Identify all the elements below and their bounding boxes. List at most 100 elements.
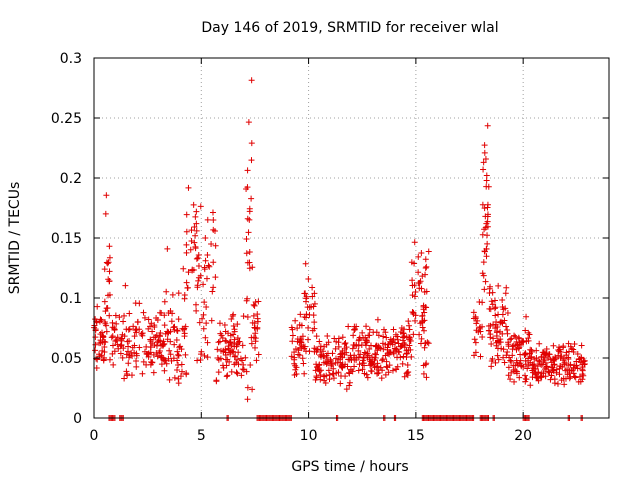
data-point	[311, 290, 318, 297]
data-point	[494, 352, 501, 359]
data-point	[508, 358, 515, 365]
data-point	[339, 364, 346, 371]
data-point	[566, 375, 573, 382]
data-point	[208, 317, 215, 324]
data-point	[311, 319, 318, 326]
data-point	[491, 297, 498, 304]
data-point	[551, 380, 558, 387]
data-point	[183, 228, 190, 235]
data-point	[195, 251, 202, 258]
data-point	[480, 166, 487, 173]
data-point	[161, 298, 168, 305]
data-point	[204, 354, 211, 361]
data-point	[123, 351, 130, 358]
data-point	[406, 326, 413, 333]
data-point	[410, 309, 417, 316]
data-point	[484, 240, 491, 247]
data-point	[181, 292, 188, 299]
data-point	[244, 167, 251, 174]
data-point	[190, 266, 197, 273]
data-point	[380, 326, 387, 333]
data-point	[317, 352, 324, 359]
data-point	[486, 327, 493, 334]
data-point	[231, 336, 238, 343]
grid-lines	[94, 58, 609, 418]
data-point	[483, 220, 490, 227]
data-point	[291, 349, 298, 356]
data-point	[192, 245, 199, 252]
data-point	[216, 320, 223, 327]
data-point	[538, 360, 545, 367]
data-point	[156, 349, 163, 356]
data-point	[563, 352, 570, 359]
data-point	[252, 344, 259, 351]
data-point	[482, 156, 489, 163]
data-point	[106, 312, 113, 319]
data-point	[523, 313, 530, 320]
data-point	[245, 229, 252, 236]
data-point	[531, 361, 538, 368]
data-point	[355, 342, 362, 349]
x-axis-label: GPS time / hours	[291, 459, 408, 475]
data-point	[244, 313, 251, 320]
data-point	[511, 378, 518, 385]
data-point	[150, 369, 157, 376]
data-point	[502, 290, 509, 297]
data-point	[394, 354, 401, 361]
data-point	[152, 334, 159, 341]
data-point	[522, 351, 529, 358]
data-point	[341, 351, 348, 358]
data-point	[482, 278, 489, 285]
data-point	[471, 352, 478, 359]
data-point	[421, 309, 428, 316]
data-point	[484, 232, 491, 239]
data-point	[396, 349, 403, 356]
data-point	[497, 318, 504, 325]
x-tick-label: 15	[407, 428, 425, 444]
data-point	[367, 362, 374, 369]
data-point	[140, 309, 147, 316]
data-point	[161, 322, 168, 329]
data-point	[561, 361, 568, 368]
data-point	[138, 331, 145, 338]
data-point	[153, 314, 160, 321]
data-point	[406, 333, 412, 340]
data-point	[364, 350, 371, 357]
data-point	[358, 341, 365, 348]
data-point	[375, 332, 382, 339]
data-point	[94, 356, 101, 363]
data-point	[117, 350, 124, 357]
data-point	[101, 298, 108, 305]
data-point	[203, 304, 210, 311]
data-point	[234, 334, 241, 341]
data-point	[249, 386, 256, 393]
data-point	[233, 369, 240, 376]
data-point	[252, 298, 259, 305]
data-point	[411, 239, 418, 246]
data-point	[170, 324, 177, 331]
data-point	[520, 338, 527, 345]
data-point	[155, 337, 162, 344]
data-point	[173, 337, 180, 344]
data-point	[573, 362, 580, 369]
data-point	[403, 354, 410, 361]
data-point	[516, 360, 523, 367]
data-point	[372, 354, 379, 361]
data-point	[174, 348, 181, 355]
data-point	[382, 371, 389, 378]
data-point	[248, 140, 255, 147]
data-point	[510, 366, 517, 373]
data-point	[571, 340, 578, 347]
data-point	[193, 255, 200, 262]
data-point	[197, 357, 204, 364]
axis-ticks: 0 5 10 15 20 0 0.05 0.1 0.15 0.2 0.25 0.3	[51, 51, 609, 444]
data-point	[345, 323, 352, 330]
data-point	[194, 284, 201, 291]
data-point	[383, 358, 390, 365]
data-point	[363, 323, 370, 330]
data-point	[505, 341, 512, 348]
data-point	[503, 284, 510, 291]
data-point	[332, 345, 339, 352]
data-point	[210, 226, 217, 233]
